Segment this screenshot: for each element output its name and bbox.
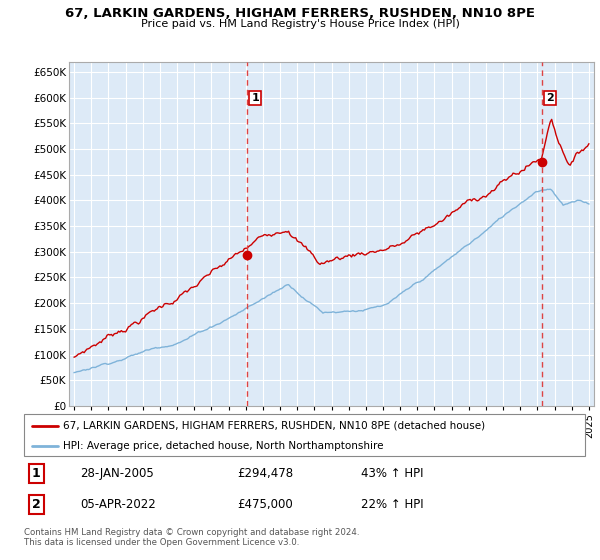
- Text: 67, LARKIN GARDENS, HIGHAM FERRERS, RUSHDEN, NN10 8PE (detached house): 67, LARKIN GARDENS, HIGHAM FERRERS, RUSH…: [63, 421, 485, 431]
- Text: 1: 1: [251, 93, 259, 103]
- FancyBboxPatch shape: [24, 414, 585, 456]
- Text: £475,000: £475,000: [237, 498, 293, 511]
- Text: 05-APR-2022: 05-APR-2022: [80, 498, 156, 511]
- Text: 1: 1: [32, 467, 41, 480]
- Text: 2: 2: [32, 498, 41, 511]
- Text: HPI: Average price, detached house, North Northamptonshire: HPI: Average price, detached house, Nort…: [63, 441, 384, 451]
- Text: 67, LARKIN GARDENS, HIGHAM FERRERS, RUSHDEN, NN10 8PE: 67, LARKIN GARDENS, HIGHAM FERRERS, RUSH…: [65, 7, 535, 20]
- Text: Price paid vs. HM Land Registry's House Price Index (HPI): Price paid vs. HM Land Registry's House …: [140, 19, 460, 29]
- Text: 43% ↑ HPI: 43% ↑ HPI: [361, 467, 423, 480]
- Text: 22% ↑ HPI: 22% ↑ HPI: [361, 498, 423, 511]
- Text: 28-JAN-2005: 28-JAN-2005: [80, 467, 154, 480]
- Text: 2: 2: [547, 93, 554, 103]
- Text: £294,478: £294,478: [237, 467, 293, 480]
- Text: Contains HM Land Registry data © Crown copyright and database right 2024.
This d: Contains HM Land Registry data © Crown c…: [24, 528, 359, 547]
